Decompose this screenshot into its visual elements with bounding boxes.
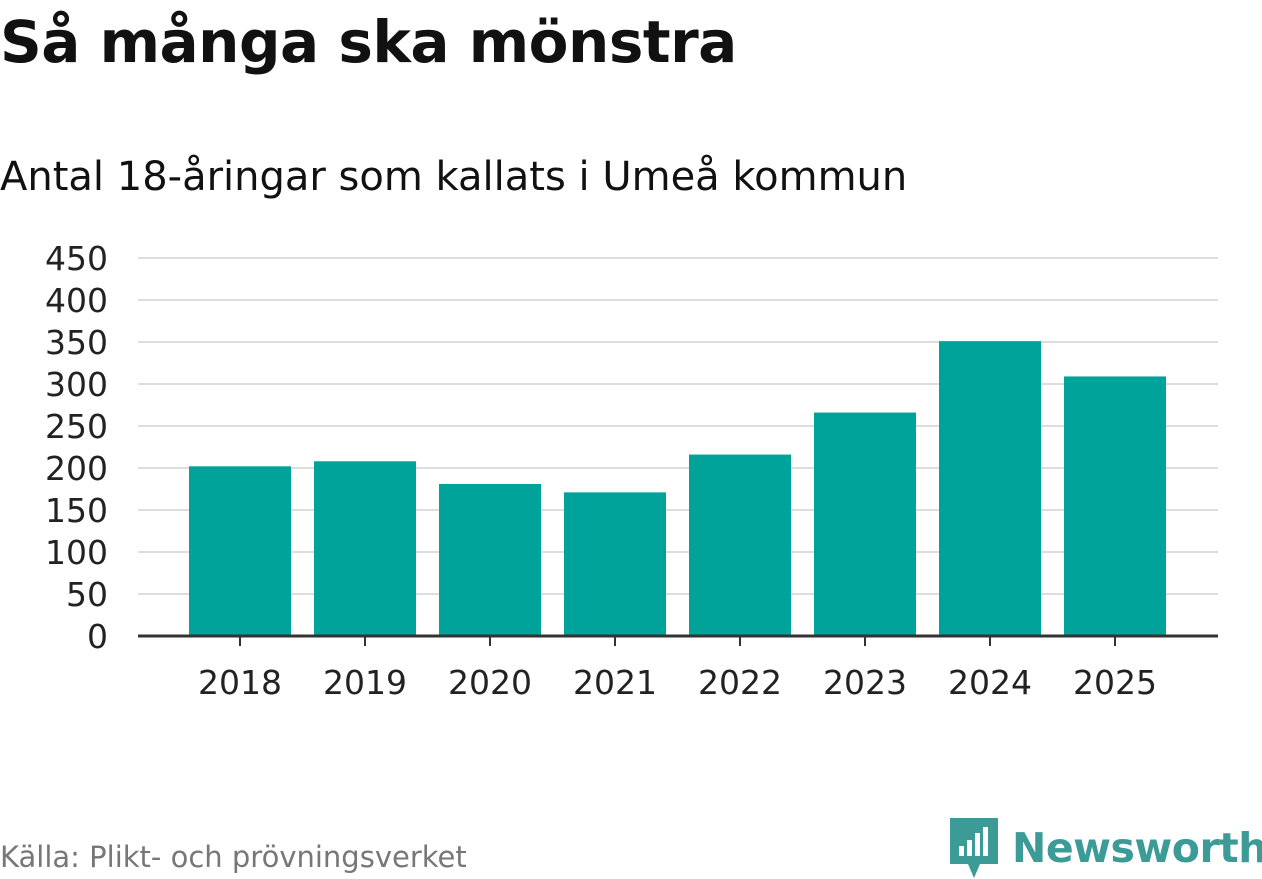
y-tick-label: 50 xyxy=(66,575,108,614)
bar-2024 xyxy=(939,341,1041,636)
bar-2021 xyxy=(564,492,666,636)
gridlines xyxy=(138,257,1218,595)
bars xyxy=(189,341,1166,636)
x-axis-ticks: 2018 2019 2020 2021 2022 2023 2024 2025 xyxy=(198,636,1157,702)
y-tick-label: 300 xyxy=(45,365,108,404)
x-tick-label: 2023 xyxy=(823,663,907,702)
source-note: Källa: Plikt- och prövningsverket xyxy=(0,840,467,874)
x-tick-label: 2025 xyxy=(1073,663,1157,702)
y-tick-label: 150 xyxy=(45,491,108,530)
bar-2020 xyxy=(439,483,541,636)
bar-2022 xyxy=(689,454,791,636)
x-tick-label: 2020 xyxy=(448,663,532,702)
x-tick-label: 2024 xyxy=(948,663,1032,702)
brand-logo: Newsworthy xyxy=(950,818,1262,878)
bar-2018 xyxy=(189,466,291,636)
x-tick-label: 2021 xyxy=(573,663,657,702)
y-tick-label: 250 xyxy=(45,407,108,446)
y-tick-label: 450 xyxy=(45,239,108,278)
x-tick-label: 2018 xyxy=(198,663,282,702)
brand-name: Newsworthy xyxy=(1012,824,1262,872)
y-tick-label: 100 xyxy=(45,533,108,572)
newsworthy-logo-icon xyxy=(950,818,998,878)
chart-subtitle: Antal 18-åringar som kallats i Umeå komm… xyxy=(0,154,908,200)
bar-2019 xyxy=(314,461,416,636)
bar-2025 xyxy=(1064,376,1166,636)
y-tick-label: 350 xyxy=(45,323,108,362)
chart-title: Så många ska mönstra xyxy=(0,8,737,76)
y-tick-label: 400 xyxy=(45,281,108,320)
x-tick-label: 2019 xyxy=(323,663,407,702)
x-tick-label: 2022 xyxy=(698,663,782,702)
y-tick-label: 200 xyxy=(45,449,108,488)
bar-2023 xyxy=(814,412,916,636)
y-tick-label: 0 xyxy=(87,617,108,656)
